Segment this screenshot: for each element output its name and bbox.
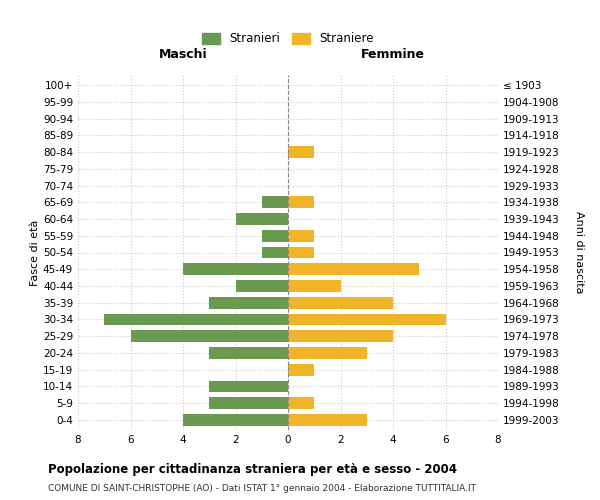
Legend: Stranieri, Straniere: Stranieri, Straniere bbox=[197, 28, 379, 50]
Bar bbox=[262, 196, 288, 208]
Text: COMUNE DI SAINT-CHRISTOPHE (AO) - Dati ISTAT 1° gennaio 2004 - Elaborazione TUTT: COMUNE DI SAINT-CHRISTOPHE (AO) - Dati I… bbox=[48, 484, 476, 493]
Text: Femmine: Femmine bbox=[361, 48, 425, 61]
Bar bbox=[209, 297, 288, 308]
Text: Maschi: Maschi bbox=[158, 48, 208, 61]
Bar bbox=[288, 146, 314, 158]
Bar bbox=[288, 330, 393, 342]
Bar bbox=[288, 398, 314, 409]
Bar bbox=[235, 213, 288, 225]
Bar bbox=[131, 330, 288, 342]
Bar bbox=[288, 196, 314, 208]
Text: Popolazione per cittadinanza straniera per età e sesso - 2004: Popolazione per cittadinanza straniera p… bbox=[48, 462, 457, 475]
Bar bbox=[288, 314, 445, 326]
Bar bbox=[288, 364, 314, 376]
Bar bbox=[209, 347, 288, 359]
Bar bbox=[288, 297, 393, 308]
Bar bbox=[288, 246, 314, 258]
Bar bbox=[209, 380, 288, 392]
Bar bbox=[288, 264, 419, 275]
Y-axis label: Anni di nascita: Anni di nascita bbox=[574, 211, 583, 294]
Bar bbox=[183, 414, 288, 426]
Bar bbox=[183, 264, 288, 275]
Bar bbox=[288, 414, 367, 426]
Y-axis label: Fasce di età: Fasce di età bbox=[30, 220, 40, 286]
Bar bbox=[288, 230, 314, 241]
Bar bbox=[288, 347, 367, 359]
Bar bbox=[288, 280, 341, 292]
Bar bbox=[262, 230, 288, 241]
Bar bbox=[235, 280, 288, 292]
Bar bbox=[262, 246, 288, 258]
Bar bbox=[104, 314, 288, 326]
Bar bbox=[209, 398, 288, 409]
